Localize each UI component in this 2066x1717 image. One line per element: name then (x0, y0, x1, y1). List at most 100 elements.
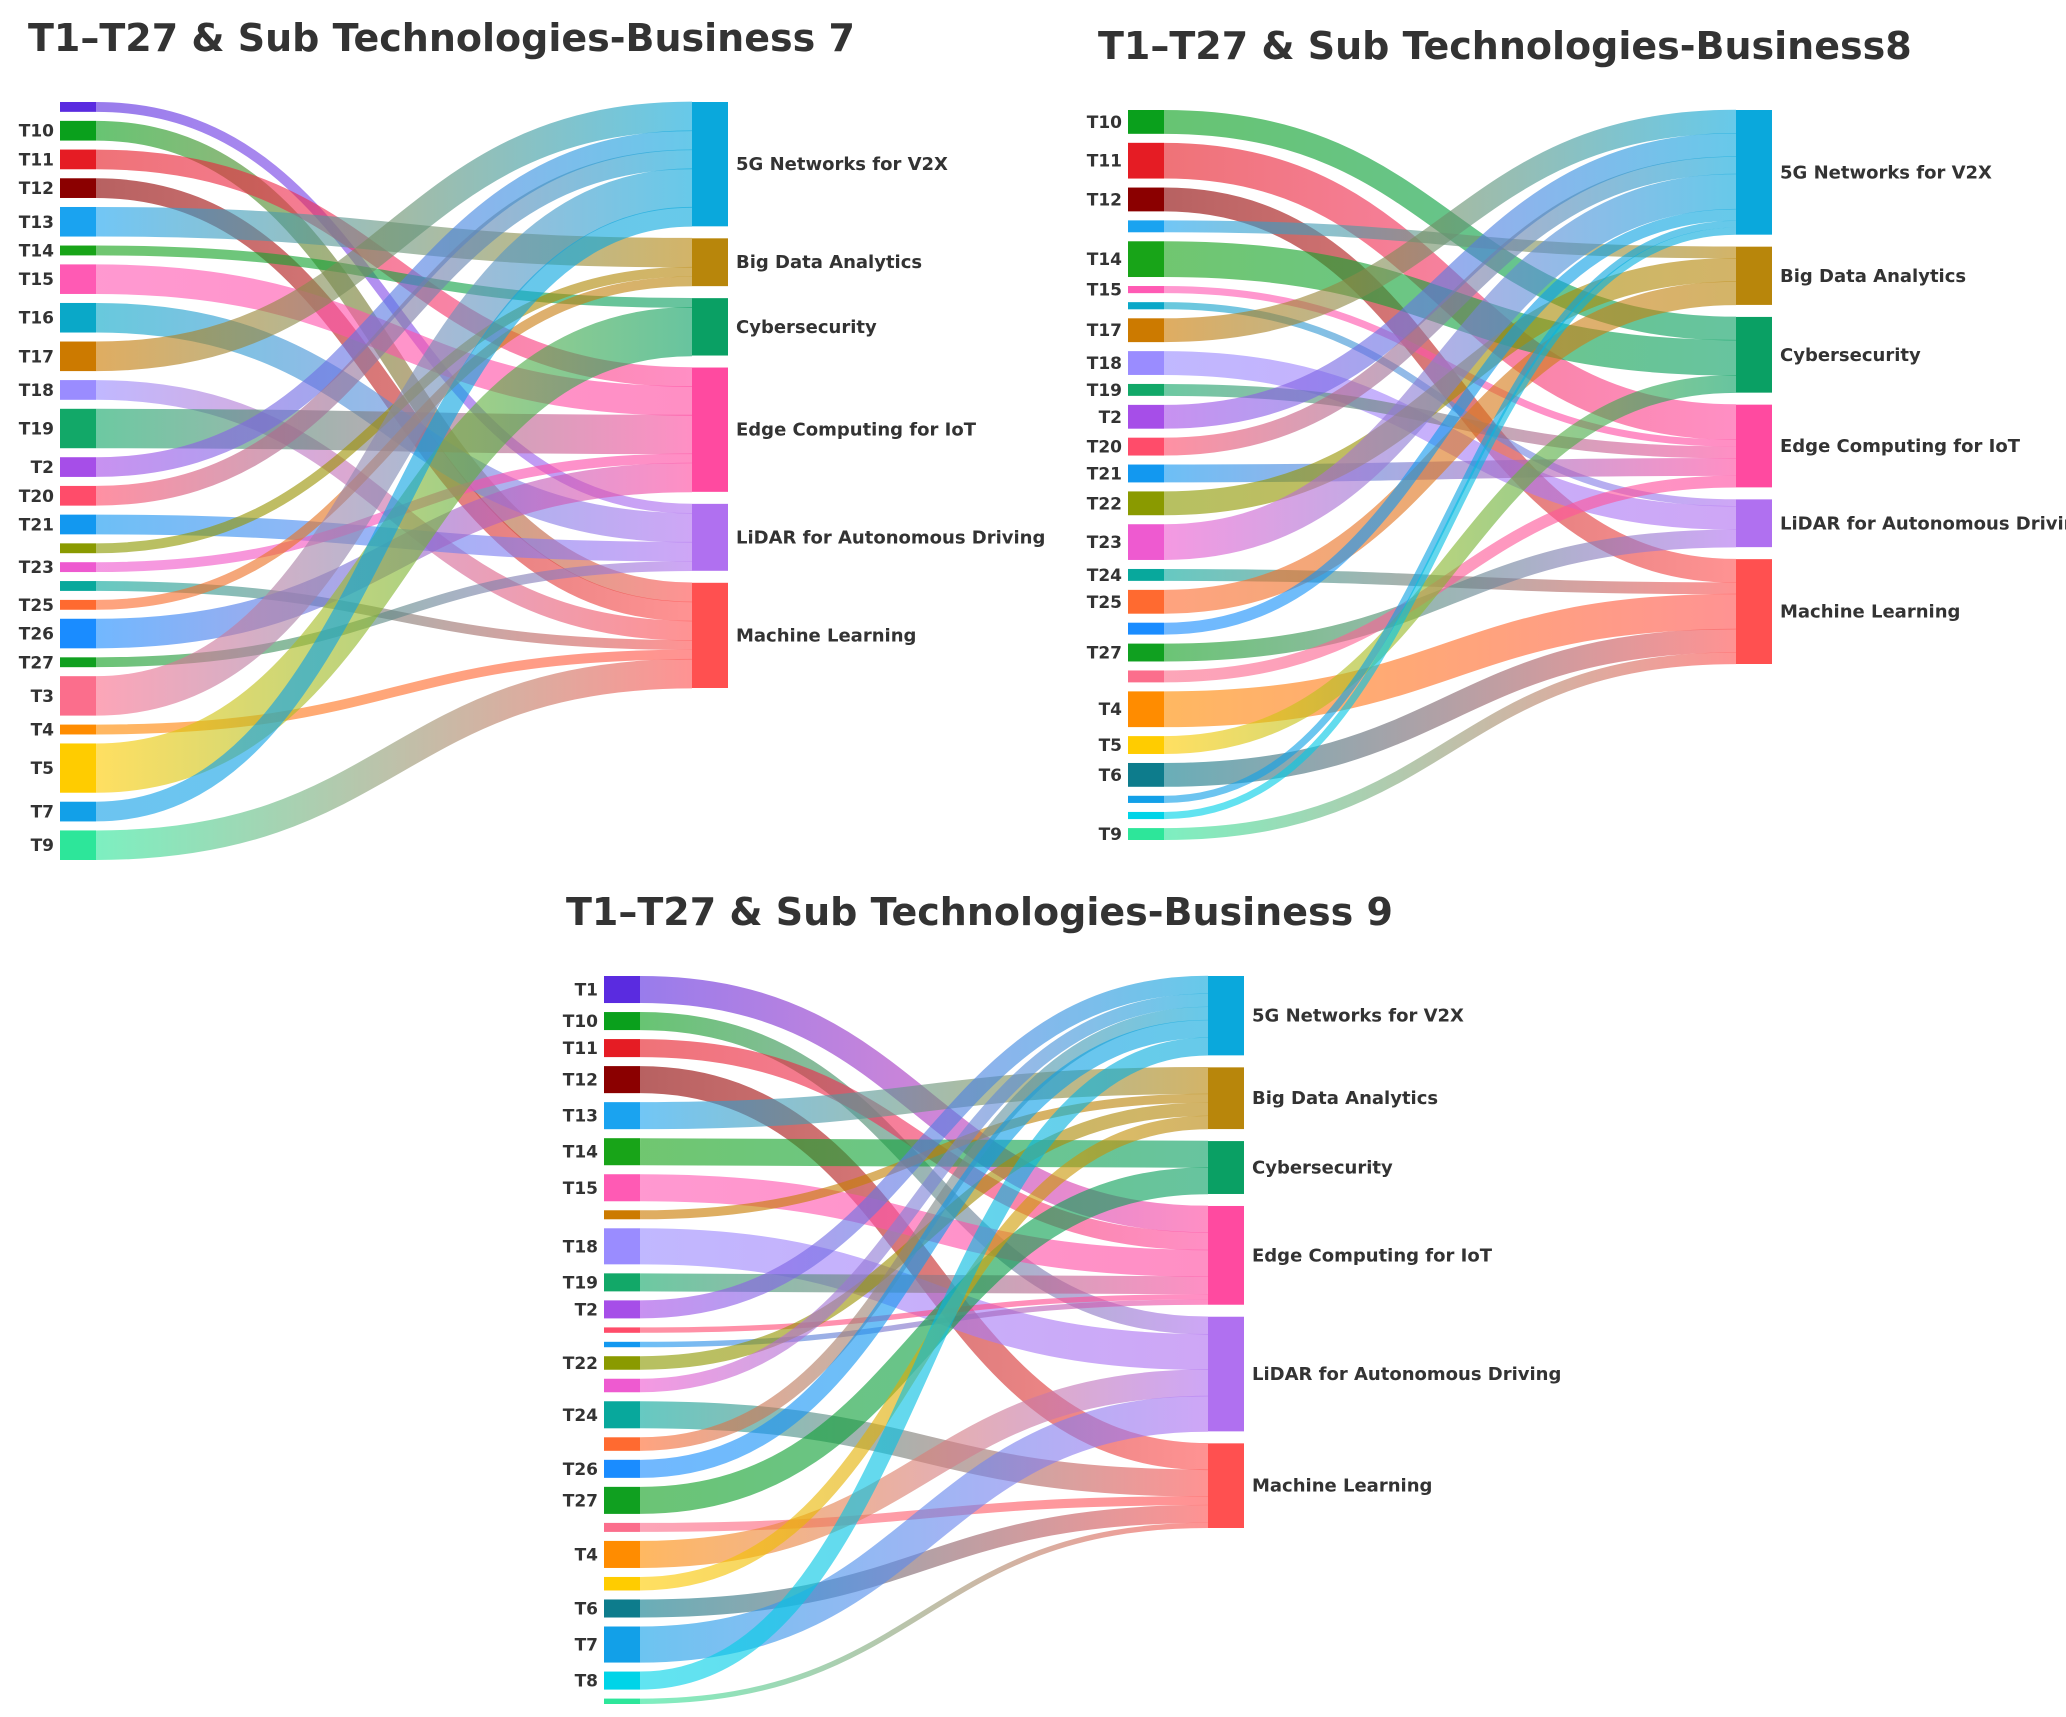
target-label-big-data-analytics: Big Data Analytics (1252, 1088, 1438, 1109)
source-node-t6 (604, 1599, 640, 1618)
source-node-t10 (1128, 110, 1164, 134)
source-node-t4 (60, 724, 96, 735)
source-label-t9: T9 (31, 836, 54, 856)
source-node-t5 (1128, 736, 1164, 754)
source-node-t17 (1128, 318, 1164, 343)
source-node-t13 (60, 206, 96, 237)
source-node-t8 (1128, 811, 1164, 820)
link-t20-to-edge-computing-for-iot (639, 1294, 1209, 1333)
source-label-t12: T12 (19, 179, 54, 199)
target-node-lidar-for-autonomous-driving (1736, 499, 1772, 548)
source-node-t14 (604, 1138, 640, 1166)
source-node-t22 (60, 543, 96, 554)
source-label-t22: T22 (1087, 494, 1122, 514)
source-label-t14: T14 (19, 241, 54, 261)
source-node-t18 (604, 1228, 640, 1265)
source-node-t21 (60, 514, 96, 535)
target-label-edge-computing-for-iot: Edge Computing for IoT (1780, 436, 2021, 457)
target-node-edge-computing-for-iot (1208, 1205, 1244, 1305)
target-node-5g-networks-for-v2x (692, 102, 728, 227)
source-node-t23 (60, 562, 96, 573)
source-node-t21 (604, 1341, 640, 1348)
target-node-edge-computing-for-iot (692, 367, 728, 492)
source-node-t13 (604, 1102, 640, 1130)
sankey-nodes: T10 T11 T12 T13 T14 T15 T16 T17 T18 T19 T2 T20 T21 T2… (19, 102, 1045, 860)
source-label-t9: T9 (1099, 825, 1122, 845)
source-node-t16 (1128, 302, 1164, 310)
target-node-5g-networks-for-v2x (1208, 976, 1244, 1056)
link-t18-to-lidar-for-autonomous-driving (639, 1228, 1209, 1371)
source-node-t8 (604, 1671, 640, 1690)
link-t26-to-5g-networks-for-v2x (639, 1019, 1209, 1478)
source-node-t3 (604, 1522, 640, 1532)
target-node-big-data-analytics (1736, 246, 1772, 305)
source-label-t2: T2 (575, 1300, 598, 1320)
source-node-t12 (60, 178, 96, 198)
link-t6-to-machine-learning (639, 1504, 1209, 1618)
source-node-t23 (1128, 524, 1164, 560)
source-label-t2: T2 (1099, 408, 1122, 428)
source-node-t1 (60, 102, 96, 112)
source-node-t26 (604, 1459, 640, 1478)
source-node-t9 (60, 830, 96, 860)
source-label-t22: T22 (563, 1354, 598, 1374)
source-label-t11: T11 (563, 1039, 598, 1059)
source-label-t7: T7 (575, 1636, 598, 1656)
source-node-t19 (604, 1273, 640, 1292)
source-node-t26 (1128, 622, 1164, 635)
source-node-t12 (1128, 187, 1164, 212)
source-node-t10 (604, 1012, 640, 1031)
target-label-big-data-analytics: Big Data Analytics (736, 252, 922, 273)
sankey-links (639, 975, 1209, 1705)
source-label-t17: T17 (1087, 321, 1122, 341)
source-label-t25: T25 (1087, 593, 1122, 613)
link-t7-to-5g-networks-for-v2x (95, 206, 693, 822)
source-node-t21 (1128, 464, 1164, 483)
target-label-lidar-for-autonomous-driving: LiDAR for Autonomous Driving (1252, 1364, 1561, 1385)
link-t26-to-5g-networks-for-v2x (1163, 208, 1737, 635)
link-t25-to-big-data-analytics (1163, 281, 1737, 614)
target-label-edge-computing-for-iot: Edge Computing for IoT (736, 420, 977, 441)
target-label-cybersecurity: Cybersecurity (1780, 345, 1921, 366)
source-node-t27 (60, 657, 96, 668)
source-label-t12: T12 (1087, 190, 1122, 210)
panel-title-business-9: T1–T27 & Sub Technologies-Business 9 (566, 890, 1393, 934)
source-label-t23: T23 (19, 558, 54, 578)
link-t2-to-5g-networks-for-v2x (95, 130, 693, 477)
source-node-t4 (1128, 691, 1164, 728)
source-label-t19: T19 (563, 1273, 598, 1293)
source-node-t15 (1128, 286, 1164, 294)
source-label-t17: T17 (19, 347, 54, 367)
target-label-machine-learning: Machine Learning (736, 625, 916, 646)
sankey-diagram-business-8: T10 T11 T12 T14 T15 T17 T18 T19 T2 T20 T21 T22 T23 T2… (1087, 109, 2066, 845)
target-node-cybersecurity (692, 298, 728, 356)
source-label-t13: T13 (563, 1107, 598, 1127)
link-t3-to-5g-networks-for-v2x (95, 168, 693, 716)
source-label-t20: T20 (1087, 438, 1122, 458)
target-node-machine-learning (1208, 1443, 1244, 1528)
source-label-t20: T20 (19, 487, 54, 507)
source-node-t1 (604, 976, 640, 1004)
target-label-lidar-for-autonomous-driving: LiDAR for Autonomous Driving (736, 527, 1045, 548)
source-node-t20 (60, 485, 96, 506)
source-node-t18 (1128, 351, 1164, 375)
target-node-cybersecurity (1208, 1141, 1244, 1194)
link-t19-to-edge-computing-for-iot (639, 1273, 1209, 1295)
sankey-links (1163, 109, 1737, 840)
source-label-t2: T2 (31, 458, 54, 478)
target-label-5g-networks-for-v2x: 5G Networks for V2X (1780, 162, 1992, 183)
source-label-t15: T15 (1087, 281, 1122, 301)
source-label-t27: T27 (563, 1491, 598, 1511)
source-label-t26: T26 (563, 1460, 598, 1480)
target-node-lidar-for-autonomous-driving (1208, 1316, 1244, 1432)
source-node-t3 (1128, 670, 1164, 683)
target-label-cybersecurity: Cybersecurity (1252, 1158, 1393, 1179)
source-node-t5 (60, 743, 96, 793)
source-node-t25 (604, 1437, 640, 1451)
source-node-t17 (60, 341, 96, 372)
source-node-t25 (1128, 589, 1164, 614)
source-label-t23: T23 (1087, 533, 1122, 553)
source-label-t21: T21 (1087, 464, 1122, 484)
source-node-t19 (60, 408, 96, 449)
target-node-cybersecurity (1736, 316, 1772, 393)
